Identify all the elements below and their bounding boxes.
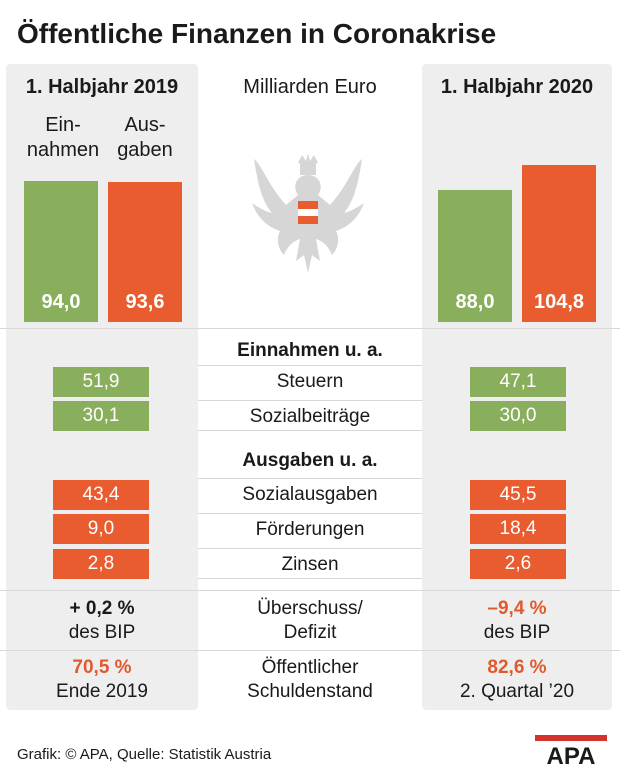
- cell-zinsen-2020: 2,6: [470, 549, 566, 579]
- row-label-foerderungen: Förderungen: [198, 513, 422, 544]
- balance-label-line1: Überschuss/: [257, 598, 363, 619]
- debt-2020-sub: 2. Quartal ’20: [459, 681, 575, 702]
- bar-ausgaben-2019: 93,6: [108, 181, 182, 322]
- debt-label: Öffentlicher Schuldenstand: [198, 656, 422, 704]
- cell-sozialbeitraege-2020: 30,0: [470, 401, 566, 431]
- cell-sozialausgaben-2020: 45,5: [470, 480, 566, 510]
- balance-2019: + 0,2 % des BIP: [6, 597, 198, 645]
- apa-logo-icon: APA: [535, 735, 607, 765]
- column-label-ausgaben-line1: Aus-: [124, 114, 166, 136]
- column-label-einnahmen-line1: Ein-: [45, 114, 81, 136]
- austrian-eagle-icon: [252, 153, 364, 273]
- bar-label-ausgaben-2019: 93,6: [125, 290, 165, 313]
- cell-steuern-2020: 47,1: [470, 367, 566, 397]
- bar-ausgaben-2020: 104,8: [522, 164, 596, 322]
- page-title: Öffentliche Finanzen in Coronakrise: [17, 18, 497, 49]
- bar-einnahmen-2020: 88,0: [438, 190, 512, 322]
- apa-logo-text: APA: [547, 743, 596, 765]
- cell-steuern-2019: 51,9: [53, 367, 149, 397]
- period-label-2019: 1. Halbjahr 2019: [25, 76, 179, 98]
- unit-label: Milliarden Euro: [243, 76, 377, 98]
- debt-label-line1: Öffentlicher: [261, 657, 359, 678]
- column-label-einnahmen-line2: nahmen: [26, 139, 100, 161]
- section-head-einnahmen: Einnahmen u. a.: [237, 340, 383, 361]
- balance-2019-value: + 0,2 %: [69, 598, 135, 619]
- balance-label-line2: Defizit: [283, 622, 337, 643]
- divider-top: [0, 328, 620, 329]
- debt-2019-sub: Ende 2019: [56, 681, 148, 702]
- divider-debt: [0, 650, 620, 651]
- row-label-zinsen: Zinsen: [198, 548, 422, 579]
- debt-2019: 70,5 % Ende 2019: [6, 656, 198, 704]
- row-label-sozialbeitraege: Sozialbeiträge: [198, 400, 422, 431]
- balance-2019-sub: des BIP: [68, 622, 136, 643]
- balance-2020-sub: des BIP: [483, 622, 551, 643]
- bar-label-einnahmen-2019: 94,0: [41, 291, 81, 313]
- cell-foerderungen-2020: 18,4: [470, 514, 566, 544]
- period-label-2020: 1. Halbjahr 2020: [440, 76, 594, 98]
- balance-label: Überschuss/ Defizit: [198, 597, 422, 645]
- divider-balance: [0, 590, 620, 591]
- debt-2020-value: 82,6 %: [487, 657, 547, 678]
- column-label-ausgaben-line2: gaben: [117, 139, 173, 161]
- bar-label-ausgaben-2020: 104,8: [533, 290, 585, 313]
- column-label-einnahmen: Ein- nahmen: [20, 113, 106, 163]
- section-head-ausgaben: Ausgaben u. a.: [242, 450, 378, 471]
- cell-sozialbeitraege-2019: 30,1: [53, 401, 149, 431]
- cell-sozialausgaben-2019: 43,4: [53, 480, 149, 510]
- balance-2020: –9,4 % des BIP: [422, 597, 612, 645]
- row-label-sozialausgaben: Sozialausgaben: [198, 478, 422, 509]
- cell-zinsen-2019: 2,8: [53, 549, 149, 579]
- debt-label-line2: Schuldenstand: [247, 681, 373, 702]
- balance-2020-value: –9,4 %: [487, 598, 547, 619]
- debt-2019-value: 70,5 %: [72, 657, 132, 678]
- source-note: Grafik: © APA, Quelle: Statistik Austria: [17, 746, 272, 763]
- row-label-steuern: Steuern: [198, 365, 422, 396]
- column-label-ausgaben: Aus- gaben: [104, 113, 186, 163]
- cell-foerderungen-2019: 9,0: [53, 514, 149, 544]
- debt-2020: 82,6 % 2. Quartal ’20: [422, 656, 612, 704]
- bar-label-einnahmen-2020: 88,0: [455, 291, 495, 313]
- bar-einnahmen-2019: 94,0: [24, 181, 98, 322]
